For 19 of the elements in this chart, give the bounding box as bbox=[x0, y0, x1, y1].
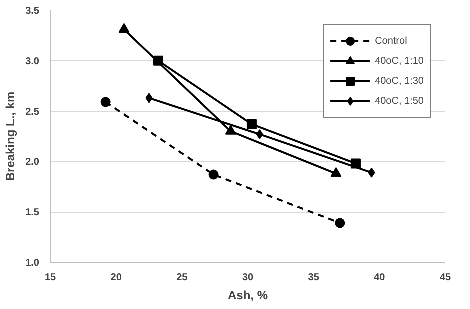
x-tick-label: 30 bbox=[242, 272, 254, 284]
y-tick-label: 2.0 bbox=[26, 157, 40, 168]
y-tick-label: 3.0 bbox=[26, 56, 40, 68]
y-tick-label: 3.5 bbox=[26, 6, 40, 17]
x-tick-label: 15 bbox=[44, 272, 56, 284]
x-tick-label: 25 bbox=[176, 272, 188, 284]
y-tick-label: 1.0 bbox=[26, 258, 40, 269]
x-tick-label: 40 bbox=[374, 272, 386, 284]
legend-label: 40oC, 1:50 bbox=[375, 96, 424, 106]
legend-label: 40oC, 1:30 bbox=[375, 76, 424, 86]
x-tick-label: 45 bbox=[440, 272, 452, 284]
x-tick-label: 20 bbox=[110, 272, 122, 284]
x-axis-title: Ash, % bbox=[228, 288, 268, 302]
y-axis-title: Breaking L., km bbox=[4, 92, 18, 182]
legend-label: 40oC, 1:10 bbox=[375, 56, 424, 66]
y-tick-label: 2.5 bbox=[26, 106, 40, 118]
y-tick-label: 1.5 bbox=[26, 208, 40, 219]
x-tick-label: 35 bbox=[308, 272, 320, 284]
legend-label: Control bbox=[375, 36, 408, 46]
